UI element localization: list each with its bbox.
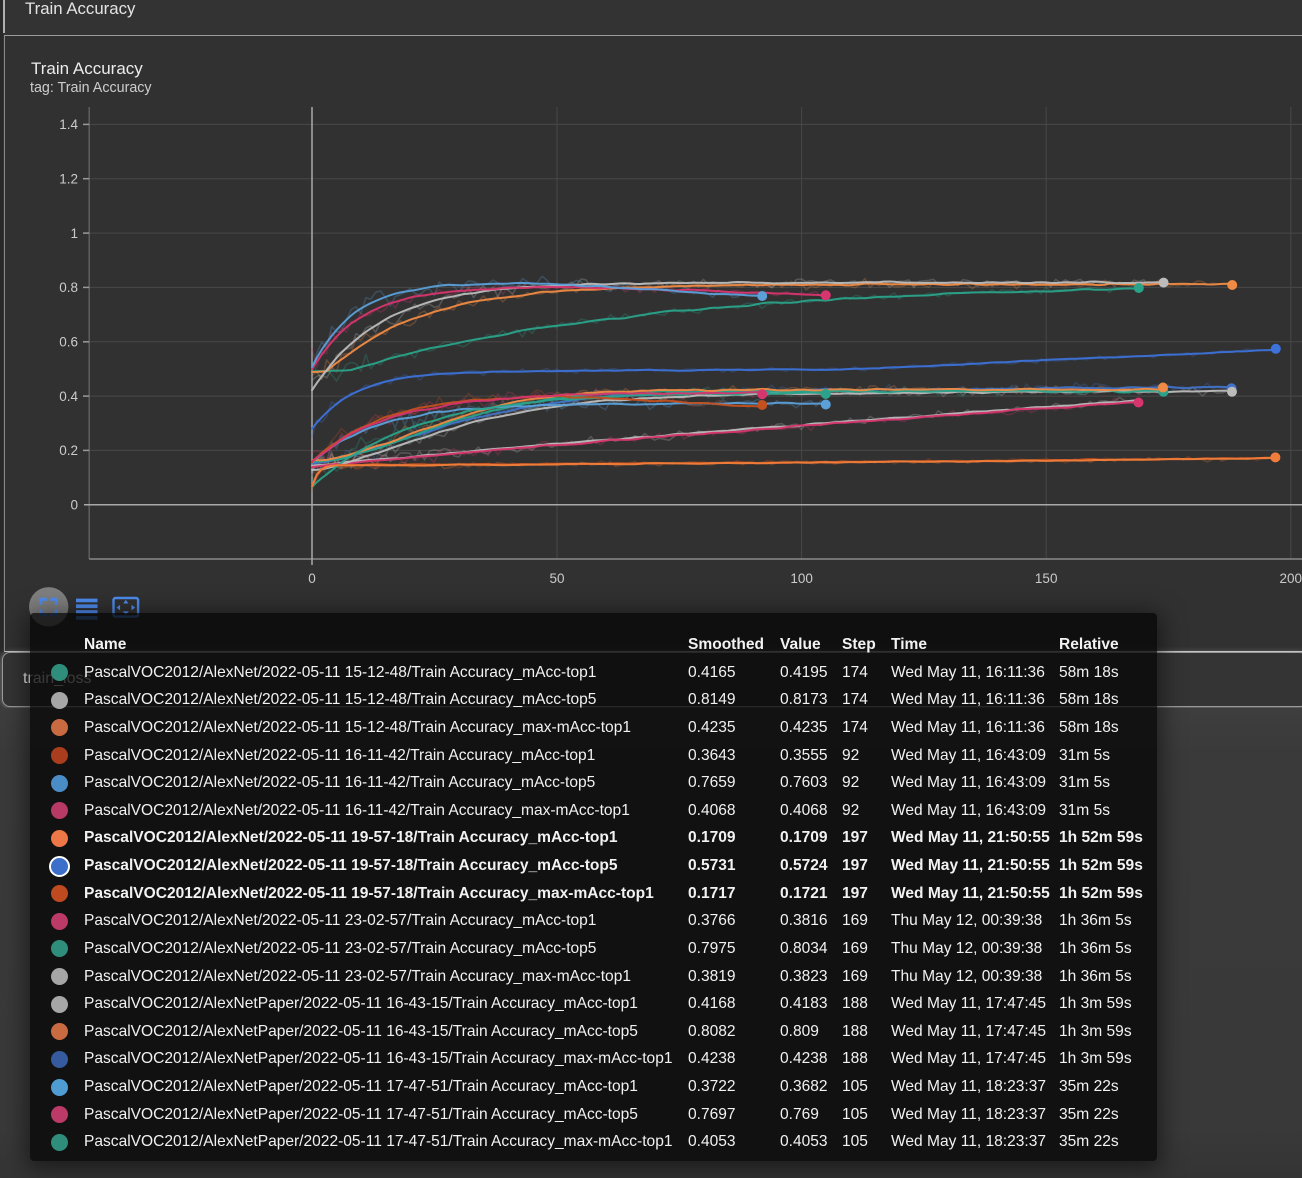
svg-text:150: 150 — [1035, 571, 1058, 586]
svg-text:1.2: 1.2 — [59, 171, 78, 186]
svg-text:200: 200 — [1280, 571, 1302, 586]
svg-text:0.6: 0.6 — [59, 334, 78, 349]
svg-text:0: 0 — [70, 498, 78, 513]
svg-text:0.2: 0.2 — [59, 443, 78, 458]
svg-text:1.4: 1.4 — [59, 117, 78, 132]
svg-text:50: 50 — [549, 571, 564, 586]
svg-text:0: 0 — [308, 571, 316, 586]
svg-text:1: 1 — [70, 226, 78, 241]
svg-text:0.8: 0.8 — [59, 280, 78, 295]
svg-text:100: 100 — [790, 571, 813, 586]
svg-text:0.4: 0.4 — [59, 389, 78, 404]
